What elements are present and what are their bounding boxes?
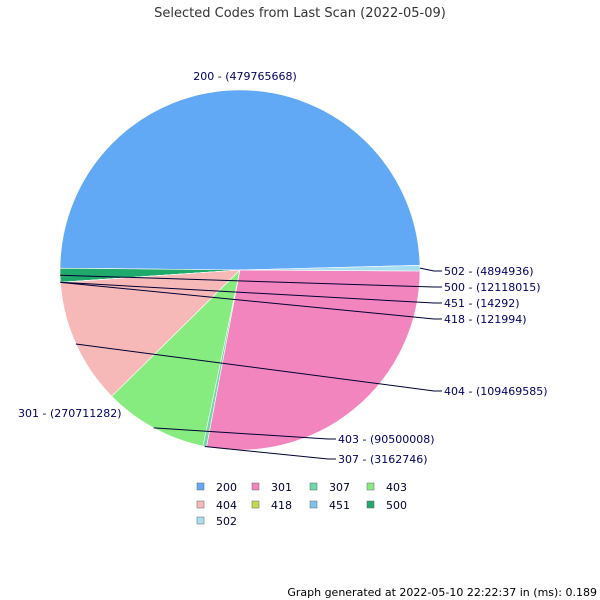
legend-label-451: 451 [329, 499, 350, 512]
slice-label-301: 301 - (270711282) [18, 407, 122, 420]
pie-slice-200 [59, 89, 421, 271]
slice-labels: 200 - (479765668) 500 - (12118015) 451 - (… [18, 70, 548, 466]
legend-swatch-500 [366, 500, 375, 509]
chart-title: Selected Codes from Last Scan (2022-05-0… [154, 6, 446, 21]
slice-label-500: 500 - (12118015) [444, 281, 541, 294]
leader-line-403 [153, 427, 336, 440]
leader-line-307 [204, 446, 336, 460]
legend-swatch-301 [251, 482, 260, 491]
legend-label-502: 502 [216, 515, 237, 528]
footer-text: Graph generated at 2022-05-10 22:22:37 i… [287, 586, 597, 599]
legend-label-301: 301 [271, 481, 292, 494]
slice-label-403: 403 - (90500008) [338, 433, 435, 446]
leader-line-418 [60, 281, 442, 320]
leader-lines [60, 267, 442, 460]
slice-label-418: 418 - (121994) [444, 313, 527, 326]
leader-line-451 [60, 281, 442, 304]
slice-label-404: 404 - (109469585) [444, 385, 548, 398]
legend-swatch-403 [366, 482, 375, 491]
legend-swatch-451 [309, 500, 318, 509]
leader-line-500 [60, 274, 442, 288]
leader-line-404 [75, 343, 442, 392]
legend-swatch-404 [196, 500, 205, 509]
pie-slice-301 [206, 269, 421, 451]
slice-label-200: 200 - (479765668) [193, 70, 297, 83]
legend-label-200: 200 [216, 481, 237, 494]
pie-slices [59, 89, 421, 451]
legend-swatch-418 [251, 500, 260, 509]
slice-label-451: 451 - (14292) [444, 297, 520, 310]
legend: 200 301 307 403 404 418 451 500 502 [196, 481, 407, 528]
legend-swatch-307 [309, 482, 318, 491]
legend-label-307: 307 [329, 481, 350, 494]
legend-swatch-502 [196, 516, 205, 525]
legend-swatch-200 [196, 482, 205, 491]
pie-slice-404 [60, 269, 241, 397]
legend-label-403: 403 [386, 481, 407, 494]
slice-label-307: 307 - (3162746) [338, 453, 428, 466]
legend-label-404: 404 [216, 499, 237, 512]
pie-slice-403 [111, 269, 241, 447]
leader-line-502 [419, 267, 442, 272]
legend-label-500: 500 [386, 499, 407, 512]
legend-label-418: 418 [271, 499, 292, 512]
slice-label-502: 502 - (4894936) [444, 265, 534, 278]
